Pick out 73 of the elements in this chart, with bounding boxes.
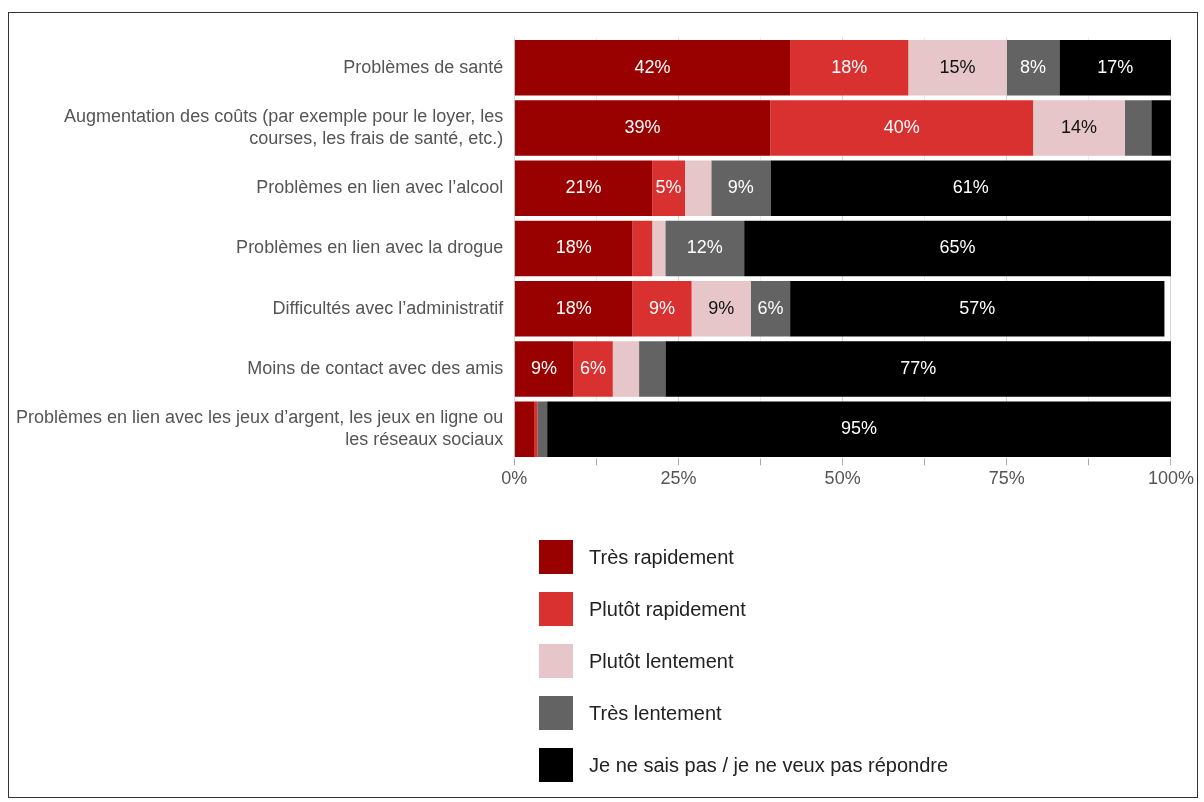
bar xyxy=(514,160,653,216)
bar xyxy=(514,281,633,337)
data-label: 39% xyxy=(624,116,661,137)
legend-label: Plutôt rapidement xyxy=(589,597,746,621)
bar xyxy=(533,401,538,457)
bar xyxy=(711,160,771,216)
data-label: 6% xyxy=(580,357,607,378)
data-label: 9% xyxy=(727,177,754,198)
bar xyxy=(652,220,666,277)
bar xyxy=(685,160,712,216)
legend-label: Très rapidement xyxy=(589,545,734,569)
x-tick-label: 50% xyxy=(824,468,861,489)
bar xyxy=(573,341,613,397)
legend-label: Très lentement xyxy=(589,701,722,725)
data-label: 95% xyxy=(841,418,878,439)
bar xyxy=(1059,40,1171,96)
legend-label: Plutôt lentement xyxy=(589,649,734,673)
bar xyxy=(514,220,633,277)
data-label: 77% xyxy=(900,357,937,378)
bar xyxy=(691,281,751,337)
data-label: 12% xyxy=(686,237,723,258)
data-label: 9% xyxy=(649,297,676,318)
y-tick-label: Problèmes en lien avec les jeux d’argent, les jeux en ligne ou les réseaux sociaux xyxy=(16,407,504,450)
data-label: 18% xyxy=(831,56,868,77)
data-label: 18% xyxy=(555,237,592,258)
data-label: 57% xyxy=(959,297,996,318)
x-tick-label: 100% xyxy=(1147,468,1194,489)
bar xyxy=(1151,100,1171,156)
bar xyxy=(537,401,548,457)
bar xyxy=(770,160,1171,216)
bar xyxy=(790,40,909,96)
y-tick-label: Moins de contact avec des amis xyxy=(247,357,504,378)
bar xyxy=(770,100,1034,156)
y-tick-label: Augmentation des coûts (par exemple pour le loyer, les courses, les frais de santé, etc.) xyxy=(64,106,504,148)
data-label: 9% xyxy=(708,297,735,318)
data-label: 15% xyxy=(939,56,976,77)
data-label: 14% xyxy=(1061,116,1098,137)
data-label: 40% xyxy=(883,116,920,137)
bar xyxy=(514,40,791,96)
bar xyxy=(908,40,1007,96)
bar xyxy=(514,341,574,397)
bar xyxy=(547,401,1171,457)
data-label: 9% xyxy=(531,357,558,378)
bar xyxy=(665,220,745,277)
bar xyxy=(1125,100,1152,156)
bar xyxy=(639,341,666,397)
x-tick-label: 75% xyxy=(988,468,1025,489)
bar xyxy=(632,220,653,277)
bar xyxy=(790,281,1165,337)
bar xyxy=(665,341,1171,397)
bar xyxy=(612,341,640,397)
x-tick-label: 0% xyxy=(501,468,528,489)
y-tick-label: Problèmes en lien avec la drogue xyxy=(236,237,504,258)
legend-label: Je ne sais pas / je ne veux pas répondre xyxy=(589,753,949,777)
data-label: 21% xyxy=(565,177,602,198)
data-label: 65% xyxy=(939,237,976,258)
bar xyxy=(1006,40,1060,96)
data-label: 61% xyxy=(952,177,989,198)
data-label: 5% xyxy=(655,177,682,198)
bar xyxy=(632,281,692,337)
y-tick-label: Problèmes en lien avec l’alcool xyxy=(256,177,504,198)
data-label: 17% xyxy=(1097,56,1134,77)
data-label: 18% xyxy=(555,297,592,318)
y-tick-label: Difficultés avec l’administratif xyxy=(272,297,505,318)
bar xyxy=(744,220,1171,277)
bar xyxy=(1033,100,1126,156)
y-tick-label: Problèmes de santé xyxy=(343,56,504,77)
data-label: 6% xyxy=(757,297,784,318)
data-label: 8% xyxy=(1020,56,1047,77)
data-label: 42% xyxy=(634,56,671,77)
x-tick-label: 25% xyxy=(660,468,697,489)
bar xyxy=(514,401,534,457)
bar xyxy=(514,100,771,156)
